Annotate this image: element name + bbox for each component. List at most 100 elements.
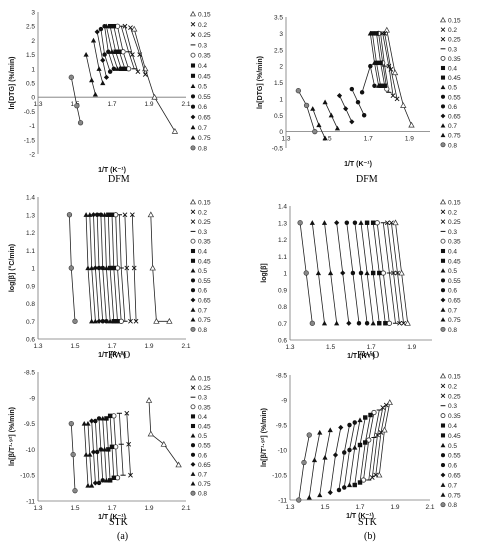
data-point-0.55 (352, 220, 358, 225)
data-point-0.45 (377, 321, 382, 326)
data-point-0.65 (346, 320, 352, 326)
y-tick-label: 0.7 (278, 321, 287, 328)
data-point-0.45 (370, 270, 376, 276)
legend-marker-0.25 (440, 393, 446, 399)
legend-marker-0.65 (190, 462, 196, 467)
data-point-0.75 (310, 106, 316, 111)
legend-label: 0.25 (448, 393, 461, 400)
data-point-0.15 (398, 269, 405, 276)
data-point-0.45 (107, 265, 113, 271)
legend-label: 0.5 (198, 84, 207, 91)
legend-marker-0.4 (190, 248, 196, 254)
data-point-0.65 (96, 318, 102, 324)
series-line-0.75 (308, 432, 321, 498)
data-point-0.45 (113, 49, 118, 54)
legend-marker-0.7 (190, 471, 196, 476)
y-tick-label: 1.5 (274, 80, 283, 87)
data-point-0.6 (347, 422, 352, 428)
data-point-0.2 (378, 430, 384, 435)
data-point-0.65 (332, 452, 339, 458)
y-tick-label: -9 (281, 398, 287, 405)
data-point-0.15 (392, 219, 399, 226)
y-tick-label: 1.4 (26, 195, 35, 202)
y-tick-label: 0.9 (278, 287, 287, 294)
data-point-0.55 (106, 49, 111, 54)
data-point-0.5 (370, 320, 376, 326)
legend-marker-0.7 (190, 124, 196, 130)
legend-label: 0.4 (448, 249, 457, 256)
data-point-0.5 (357, 417, 363, 423)
data-point-0.15 (171, 127, 179, 134)
data-point-0.6 (361, 113, 367, 118)
x-tick-label: 1.5 (323, 136, 332, 143)
legend-marker-0.6 (440, 104, 446, 109)
data-point-0.6 (93, 418, 98, 424)
data-point-0.5 (114, 66, 121, 71)
legend-marker-0.45 (440, 75, 446, 80)
data-point-0.35 (371, 409, 377, 416)
data-point-0.65 (90, 212, 97, 218)
legend-marker-0.75 (440, 492, 446, 497)
data-point-0.5 (364, 270, 370, 276)
data-point-0.6 (107, 69, 113, 74)
data-point-0.8 (312, 128, 318, 135)
data-point-0.15 (391, 69, 399, 76)
legend-label: 0.25 (448, 219, 461, 226)
y-tick-label: 3 (31, 10, 35, 17)
series-line-0.4 (376, 33, 386, 86)
legend-label: 0.25 (198, 385, 211, 392)
legend-label: 0.5 (448, 268, 457, 275)
y-tick-label: 0 (279, 129, 283, 136)
legend-marker-0.75 (440, 317, 446, 322)
legend-label: 0.75 (198, 135, 211, 142)
legend-label: 0.6 (198, 288, 207, 295)
y-axis-label: log[β] (261, 263, 268, 282)
data-point-0.8 (68, 265, 74, 271)
legend-marker-0.15 (190, 198, 196, 205)
data-point-0.55 (111, 66, 117, 72)
panel-label-a: (a) (117, 531, 129, 542)
legend-marker-0.55 (190, 278, 196, 283)
data-point-0.7 (328, 112, 334, 118)
legend-label: 0.75 (448, 133, 461, 140)
legend-label: 0.6 (448, 104, 457, 111)
data-point-0.6 (94, 212, 100, 217)
data-point-0.75 (89, 318, 95, 324)
series-line-0.7 (319, 429, 331, 496)
legend-marker-0.4 (440, 248, 446, 254)
data-point-0.5 (375, 83, 382, 88)
data-point-0.5 (371, 60, 378, 65)
data-point-0.65 (349, 119, 355, 125)
data-point-0.45 (111, 319, 117, 324)
chart-b-dfm: -0.5 0 0.5 1 1.5 2 2.5 3 3.5 1.3 1.5 1.7 1.9 1/T (K⁻¹… (257, 15, 461, 169)
legend-label: 0.55 (198, 94, 211, 101)
legend-label: 0.8 (448, 327, 457, 334)
data-point-0.15 (376, 471, 383, 478)
data-point-0.25 (391, 270, 396, 276)
legend-label: 0.75 (198, 481, 211, 488)
x-tick-label: 1.7 (107, 343, 116, 350)
legend-marker-0.5 (440, 84, 446, 90)
legend-marker-0.35 (440, 413, 446, 419)
data-point-0.6 (344, 220, 350, 225)
data-point-0.15 (383, 26, 390, 33)
series-line-0.15 (386, 30, 412, 126)
data-point-0.7 (334, 125, 341, 131)
row-label-b-fwo: FWO (357, 350, 380, 361)
data-point-0.15 (147, 211, 155, 218)
data-point-0.25 (386, 63, 392, 69)
legend-label: 0.55 (448, 94, 461, 101)
legend-label: 0.25 (448, 37, 461, 44)
x-axis-label: 1/T (K⁻¹) (98, 167, 126, 174)
data-point-0.2 (137, 52, 143, 57)
y-tick-label: 2.5 (274, 47, 283, 54)
data-point-0.35 (374, 220, 380, 226)
data-point-0.65 (327, 489, 333, 496)
data-point-0.45 (364, 220, 370, 225)
legend-marker-0.8 (190, 490, 196, 496)
x-axis-label: 1/T (K⁻¹) (344, 161, 372, 168)
legend-marker-0.65 (190, 297, 196, 303)
data-point-0.8 (306, 432, 312, 438)
data-point-0.6 (98, 26, 104, 32)
series-line-0.8 (298, 434, 310, 501)
